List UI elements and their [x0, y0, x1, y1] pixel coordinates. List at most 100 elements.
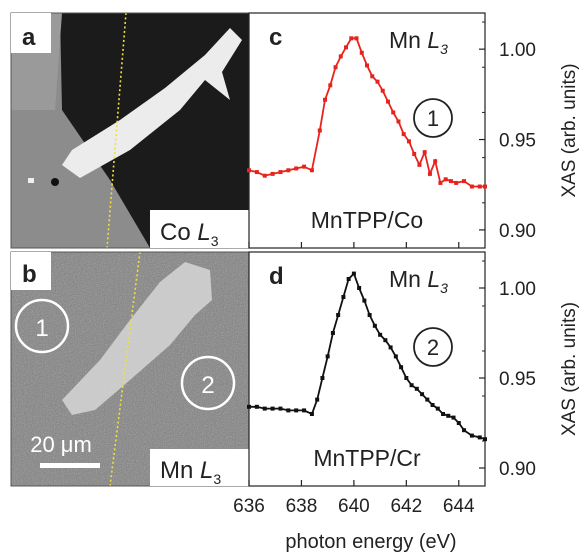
- annotation-edge-d: Mn L3: [389, 266, 448, 296]
- data-point-c: [344, 45, 349, 50]
- data-point-c: [375, 79, 380, 84]
- data-point-c: [412, 152, 417, 156]
- data-point-d: [367, 313, 372, 317]
- panel-b-letter-box: [11, 252, 51, 290]
- y-tick-label-c: 0.95: [499, 131, 536, 152]
- data-point-d: [336, 313, 341, 317]
- x-tick-label: 644: [443, 496, 475, 517]
- data-point-d: [270, 406, 275, 411]
- panel-a-linecut: [106, 12, 127, 249]
- y-axis-label-d: XAS (arb. units): [559, 302, 580, 436]
- data-point-c: [365, 63, 369, 68]
- data-point-c: [317, 128, 322, 133]
- data-point-d: [409, 383, 414, 388]
- data-point-d: [302, 408, 307, 413]
- data-point-d: [404, 376, 409, 380]
- sample-label-d: MnTPP/Cr: [313, 445, 421, 471]
- data-point-d: [420, 392, 425, 397]
- data-point-d: [357, 286, 362, 290]
- data-point-d: [446, 413, 451, 418]
- panel-b-region-1-label: 1: [35, 315, 48, 342]
- y-axis-label-c: XAS (arb. units): [559, 63, 580, 197]
- panel-a-letter-box: [11, 13, 51, 53]
- y-tick-label-c: 1.00: [499, 40, 536, 61]
- panel-b-letter: b: [22, 261, 37, 288]
- data-point-c: [427, 171, 432, 176]
- data-point-d: [425, 397, 430, 402]
- data-point-c: [359, 50, 364, 55]
- data-point-d: [477, 435, 482, 440]
- data-point-d: [414, 386, 419, 391]
- data-point-d: [383, 338, 388, 343]
- data-point-c: [422, 150, 427, 155]
- data-point-d: [346, 277, 351, 281]
- data-point-d: [435, 406, 440, 411]
- data-point-d: [430, 403, 435, 407]
- data-point-c: [406, 139, 411, 144]
- data-point-c: [354, 36, 359, 41]
- data-point-c: [286, 168, 291, 173]
- data-point-d: [372, 323, 377, 328]
- region-number-d: 2: [427, 335, 439, 360]
- data-point-c: [385, 99, 390, 104]
- data-point-d: [451, 415, 456, 420]
- data-point-c: [328, 83, 333, 88]
- data-point-c: [448, 179, 453, 184]
- data-point-c: [349, 36, 354, 41]
- x-tick-label: 642: [390, 496, 422, 517]
- data-point-c: [438, 180, 443, 185]
- data-point-d: [388, 345, 393, 350]
- data-point-c: [469, 184, 474, 189]
- panel-a-letter: a: [22, 24, 36, 51]
- data-point-c: [333, 65, 338, 70]
- x-tick-label: 640: [338, 496, 370, 517]
- data-point-d: [456, 421, 461, 425]
- data-point-c: [483, 184, 487, 189]
- data-point-d: [294, 408, 299, 413]
- x-axis-label: photon energy (eV): [285, 531, 456, 552]
- data-point-c: [443, 177, 448, 182]
- data-point-d: [351, 271, 356, 276]
- data-point-d: [278, 406, 283, 411]
- region-circle-c: [413, 98, 453, 138]
- panel-b-region-2-label: 2: [201, 372, 214, 399]
- data-point-c: [302, 164, 307, 169]
- data-point-d: [247, 404, 251, 409]
- data-point-d: [320, 376, 325, 380]
- data-point-c: [401, 132, 406, 137]
- panel-b-linecut: [109, 251, 141, 487]
- data-point-c: [462, 179, 467, 184]
- panel-a-label-box: [150, 210, 249, 248]
- data-point-d: [325, 354, 330, 359]
- chart-c: 0.90 0.95 1.00 XAS (arb. units) c Mn L3 1 MnTPP…: [247, 12, 580, 249]
- data-point-c: [270, 171, 275, 176]
- data-point-c: [278, 170, 283, 175]
- data-point-d: [399, 365, 404, 370]
- panel-b-region-1-circle: [14, 298, 70, 354]
- x-tick-label: 636: [233, 496, 265, 517]
- data-point-d: [441, 412, 446, 416]
- data-point-c: [370, 74, 375, 79]
- y-tick-label-d: 0.95: [499, 369, 536, 390]
- y-tick-label-d: 0.90: [499, 459, 536, 480]
- panel-b-region-2-circle: [180, 355, 236, 411]
- data-point-c: [454, 180, 459, 185]
- panel-a-edge-label: Co L3: [160, 219, 219, 249]
- data-point-d: [483, 437, 487, 442]
- region-number-c: 1: [427, 106, 439, 131]
- chart-d: 0.90 0.95 1.00 XAS (arb. units) d Mn L3 2 MnTPP…: [247, 251, 580, 487]
- panel-b-edge-label: Mn L3: [160, 457, 221, 487]
- data-point-c: [323, 97, 328, 102]
- data-point-c: [338, 54, 343, 59]
- panel-letter-c: c: [269, 24, 282, 51]
- data-point-d: [462, 428, 467, 433]
- panel-b-image: [11, 252, 249, 486]
- data-point-d: [315, 397, 320, 402]
- panel-letter-d: d: [269, 263, 284, 290]
- annotation-edge-c: Mn L3: [389, 27, 448, 57]
- panel-b-label-box: [150, 449, 249, 486]
- data-point-d: [262, 406, 267, 411]
- series-line-c: [248, 37, 485, 188]
- sample-label-c: MnTPP/Co: [311, 207, 423, 233]
